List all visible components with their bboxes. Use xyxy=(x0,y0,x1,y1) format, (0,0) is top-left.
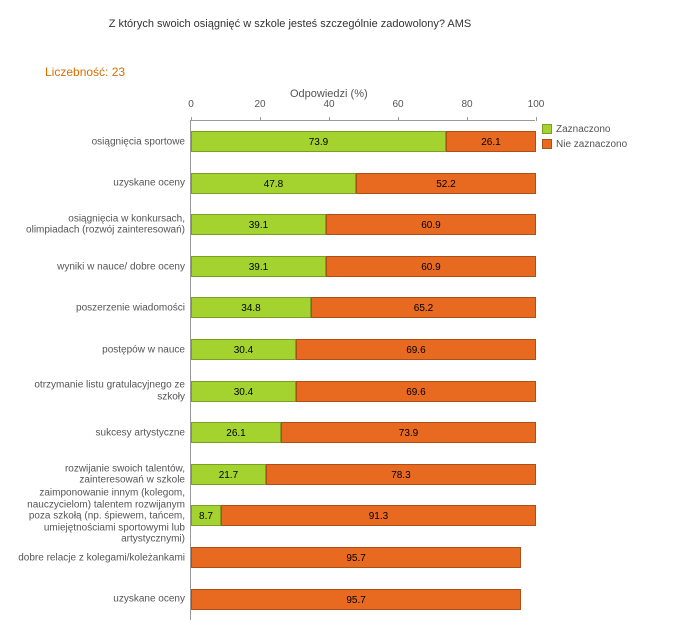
bar-row: osiągnięcia w konkursach, olimpiadach (r… xyxy=(191,204,535,246)
stacked-bar-chart: Z których swoich osiągnięć w szkole jest… xyxy=(10,10,670,630)
bar-value-label: 26.1 xyxy=(447,132,535,153)
bar-value-label: 91.3 xyxy=(222,506,535,527)
y-axis-label: sukcesy artystyczne xyxy=(13,427,191,439)
bar-segment-marked: 34.8 xyxy=(191,297,311,318)
y-axis-label: dobre relacje z kolegami/koleżankami xyxy=(13,552,191,564)
x-tick xyxy=(536,117,537,121)
bar-value-label: 95.7 xyxy=(192,590,520,611)
bar-value-label: 69.6 xyxy=(297,382,535,403)
bar-segment-marked: 39.1 xyxy=(191,214,326,235)
bar-segment-marked: 39.1 xyxy=(191,256,326,277)
bar-value-label: 60.9 xyxy=(327,215,535,236)
y-axis-label: postępów w nauce xyxy=(13,344,191,356)
bar-segment-marked: 21.7 xyxy=(191,464,266,485)
x-tick-label: 20 xyxy=(254,99,265,110)
bar-segment-unmarked: 95.7 xyxy=(191,547,521,568)
bar-value-label: 52.2 xyxy=(357,174,535,195)
legend-label-marked: Zaznaczono xyxy=(556,124,610,135)
bar-row: dobre relacje z kolegami/koleżankami95.7 xyxy=(191,537,535,579)
bar-segment-unmarked: 95.7 xyxy=(191,589,521,610)
bar-segment-marked: 30.4 xyxy=(191,339,296,360)
bar-segment-marked: 73.9 xyxy=(191,131,446,152)
y-axis-label: zaimponowanie innym (kolegom, nauczyciel… xyxy=(13,487,191,545)
legend-label-unmarked: Nie zaznaczono xyxy=(556,139,627,150)
bar-segment-unmarked: 78.3 xyxy=(266,464,536,485)
bar-value-label: 65.2 xyxy=(312,298,535,319)
bar-value-label: 30.4 xyxy=(192,382,295,403)
bar-row: postępów w nauce30.469.6 xyxy=(191,329,535,371)
bar-row: poszerzenie wiadomości34.865.2 xyxy=(191,287,535,329)
y-axis-label: rozwijanie swoich talentów, zainteresowa… xyxy=(13,463,191,486)
bar-segment-marked: 8.7 xyxy=(191,505,221,526)
bar-segment-unmarked: 91.3 xyxy=(221,505,536,526)
bar-segment-marked: 26.1 xyxy=(191,422,281,443)
x-tick-label: 80 xyxy=(461,99,472,110)
bar-value-label: 73.9 xyxy=(282,423,535,444)
bar-value-label: 69.6 xyxy=(297,340,535,361)
y-axis-label: wyniki w nauce/ dobre oceny xyxy=(13,261,191,273)
subtitle-prefix: Liczebność: xyxy=(45,65,112,79)
swatch-marked xyxy=(542,124,552,134)
bar-row: uzyskane oceny95.7 xyxy=(191,579,535,621)
bar-value-label: 47.8 xyxy=(192,174,355,195)
y-axis-label: otrzymanie listu gratulacyjnego ze szkoł… xyxy=(13,380,191,403)
bar-segment-unmarked: 73.9 xyxy=(281,422,536,443)
chart-title: Z których swoich osiągnięć w szkole jest… xyxy=(10,18,570,30)
legend-item-marked: Zaznaczono xyxy=(542,124,627,135)
bar-value-label: 34.8 xyxy=(192,298,310,319)
bar-segment-unmarked: 65.2 xyxy=(311,297,536,318)
bar-segment-unmarked: 26.1 xyxy=(446,131,536,152)
bar-value-label: 95.7 xyxy=(192,548,520,569)
legend: Zaznaczono Nie zaznaczono xyxy=(542,124,627,154)
bar-row: wyniki w nauce/ dobre oceny39.160.9 xyxy=(191,246,535,288)
bar-row: zaimponowanie innym (kolegom, nauczyciel… xyxy=(191,495,535,537)
bar-segment-unmarked: 52.2 xyxy=(356,173,536,194)
subtitle-value: 23 xyxy=(112,65,125,79)
bar-segment-unmarked: 60.9 xyxy=(326,256,536,277)
bar-value-label: 39.1 xyxy=(192,257,325,278)
bar-value-label: 26.1 xyxy=(192,423,280,444)
bar-row: uzyskane oceny47.852.2 xyxy=(191,163,535,205)
x-tick-label: 40 xyxy=(323,99,334,110)
swatch-unmarked xyxy=(542,139,552,149)
bar-segment-marked: 30.4 xyxy=(191,381,296,402)
x-tick-label: 60 xyxy=(392,99,403,110)
bar-value-label: 78.3 xyxy=(267,465,535,486)
bar-segment-unmarked: 69.6 xyxy=(296,339,536,360)
bar-value-label: 30.4 xyxy=(192,340,295,361)
y-axis-label: osiągnięcia sportowe xyxy=(13,136,191,148)
x-tick-label: 0 xyxy=(188,99,194,110)
bars-container: osiągnięcia sportowe73.926.1uzyskane oce… xyxy=(191,121,535,620)
bar-row: sukcesy artystyczne26.173.9 xyxy=(191,412,535,454)
plot-area: 020406080100 osiągnięcia sportowe73.926.… xyxy=(190,120,535,620)
bar-row: rozwijanie swoich talentów, zainteresowa… xyxy=(191,454,535,496)
bar-row: otrzymanie listu gratulacyjnego ze szkoł… xyxy=(191,371,535,413)
y-axis-label: uzyskane oceny xyxy=(13,594,191,606)
bar-value-label: 8.7 xyxy=(192,506,220,527)
legend-item-unmarked: Nie zaznaczono xyxy=(542,139,627,150)
bar-segment-unmarked: 69.6 xyxy=(296,381,536,402)
bar-segment-marked: 47.8 xyxy=(191,173,356,194)
y-axis-label: uzyskane oceny xyxy=(13,178,191,190)
y-axis-label: osiągnięcia w konkursach, olimpiadach (r… xyxy=(13,213,191,236)
bar-segment-unmarked: 60.9 xyxy=(326,214,536,235)
x-tick-label: 100 xyxy=(528,99,545,110)
bar-value-label: 39.1 xyxy=(192,215,325,236)
count-subtitle: Liczebność: 23 xyxy=(45,65,125,79)
y-axis-label: poszerzenie wiadomości xyxy=(13,302,191,314)
bar-value-label: 21.7 xyxy=(192,465,265,486)
bar-value-label: 60.9 xyxy=(327,257,535,278)
bar-value-label: 73.9 xyxy=(192,132,445,153)
bar-row: osiągnięcia sportowe73.926.1 xyxy=(191,121,535,163)
